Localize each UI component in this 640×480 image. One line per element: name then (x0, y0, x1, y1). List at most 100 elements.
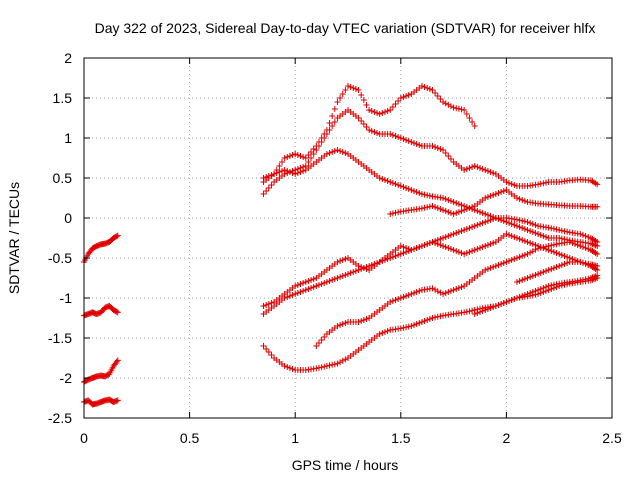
data-point (408, 291, 415, 297)
y-tick-label: -2.5 (48, 410, 72, 426)
data-point (543, 243, 549, 250)
data-point (294, 152, 301, 158)
data-point (265, 185, 272, 191)
data-point (408, 139, 415, 145)
data-point (550, 249, 557, 255)
data-point (352, 268, 359, 274)
data-point (358, 318, 365, 324)
series-arc-n (513, 259, 601, 285)
data-point (492, 215, 499, 221)
data-point (384, 328, 391, 334)
data-point (521, 276, 528, 282)
data-point (540, 244, 547, 251)
data-point (281, 155, 288, 161)
data-point (426, 240, 433, 246)
data-point (413, 189, 420, 195)
data-point (268, 182, 275, 188)
data-point (395, 252, 402, 258)
data-point (405, 323, 412, 330)
data-point (281, 363, 288, 369)
data-point (286, 169, 293, 175)
data-point (381, 329, 388, 335)
data-point (503, 219, 510, 225)
data-point (545, 224, 552, 231)
data-point (474, 310, 481, 316)
series-arc-c (81, 357, 121, 385)
data-point (519, 277, 526, 283)
data-point (411, 322, 417, 328)
data-point (337, 148, 344, 154)
data-point (527, 249, 534, 256)
data-point (395, 98, 402, 104)
data-point (432, 144, 439, 150)
data-point (556, 263, 563, 269)
data-point (260, 303, 267, 309)
data-point (524, 275, 531, 281)
data-point (482, 219, 489, 225)
data-point (463, 166, 470, 172)
data-point (447, 246, 454, 252)
data-point (469, 248, 476, 254)
data-point (368, 108, 375, 114)
data-point (289, 366, 296, 372)
data-point (308, 277, 315, 283)
data-point (321, 363, 328, 370)
data-point (550, 241, 557, 248)
data-point (532, 272, 539, 278)
data-point (492, 263, 499, 269)
data-point (594, 272, 601, 279)
data-point (318, 337, 325, 343)
data-point (395, 296, 402, 302)
data-point (479, 210, 486, 216)
data-point (437, 242, 444, 248)
data-point (453, 105, 460, 112)
data-point (532, 246, 539, 253)
data-point (381, 257, 388, 263)
data-point (487, 305, 494, 311)
data-point (113, 308, 120, 315)
data-point (305, 286, 312, 292)
data-point (550, 225, 557, 232)
data-point (313, 343, 320, 349)
data-point (582, 233, 589, 239)
data-point (429, 285, 436, 292)
data-point (524, 291, 531, 297)
data-point (384, 256, 391, 262)
data-point (432, 238, 439, 244)
y-tick-label: -1 (60, 290, 73, 306)
data-point (469, 119, 476, 125)
data-point (564, 254, 571, 260)
data-point (366, 127, 373, 133)
data-point (455, 209, 462, 215)
data-point (429, 203, 436, 209)
data-point (302, 155, 309, 161)
data-point (519, 217, 526, 224)
data-point (260, 191, 267, 197)
data-point (495, 262, 502, 268)
data-point (479, 244, 486, 250)
data-point (360, 121, 367, 127)
data-point (284, 294, 291, 300)
data-point (405, 138, 412, 144)
data-point (331, 361, 338, 368)
data-point (400, 244, 407, 250)
data-point (479, 166, 486, 172)
data-point (434, 145, 441, 151)
data-point (345, 271, 351, 277)
data-point (440, 99, 447, 105)
data-point (519, 293, 526, 299)
data-point (429, 239, 436, 245)
data-point (458, 284, 465, 290)
data-point (376, 259, 383, 265)
data-point (271, 171, 278, 177)
data-point (516, 294, 523, 300)
data-point (537, 244, 544, 251)
data-point (337, 274, 344, 280)
data-point (529, 241, 536, 247)
data-point (535, 181, 542, 188)
data-point (323, 279, 330, 285)
data-point (339, 321, 346, 327)
data-point (323, 151, 330, 157)
data-point (392, 181, 399, 187)
data-point (516, 196, 523, 202)
